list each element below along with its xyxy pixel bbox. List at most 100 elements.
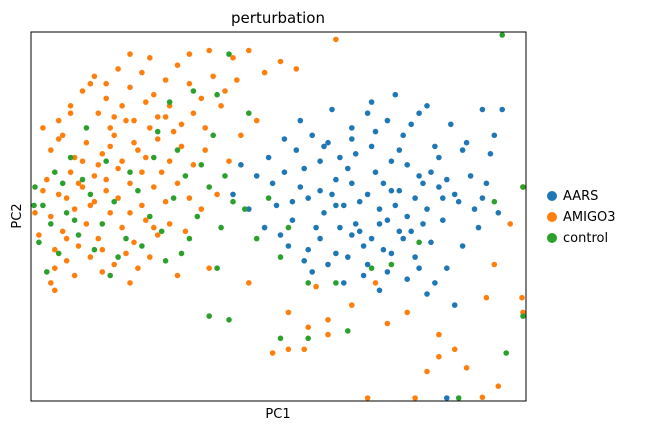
point-control: [36, 239, 42, 246]
point-amigo3: [436, 331, 442, 338]
point-amigo3: [83, 139, 90, 146]
point-control: [31, 202, 37, 209]
point-aars: [384, 269, 391, 275]
point-control: [170, 195, 177, 201]
point-amigo3: [158, 169, 165, 175]
point-control: [32, 184, 38, 190]
point-amigo3: [162, 77, 169, 83]
point-amigo3: [226, 158, 232, 164]
point-amigo3: [71, 272, 78, 279]
point-amigo3: [198, 95, 205, 102]
point-amigo3: [170, 128, 177, 135]
point-control: [52, 169, 58, 175]
point-aars: [436, 184, 442, 190]
point-aars: [356, 198, 363, 205]
point-amigo3: [63, 235, 70, 242]
point-amigo3: [166, 221, 173, 227]
point-aars: [408, 121, 415, 128]
point-amigo3: [48, 280, 54, 286]
point-control: [83, 125, 90, 131]
point-aars: [416, 265, 422, 272]
point-amigo3: [190, 162, 197, 168]
point-control: [182, 173, 189, 179]
point-amigo3: [107, 143, 113, 150]
point-amigo3: [147, 254, 153, 260]
point-control: [194, 213, 201, 220]
point-aars: [368, 235, 375, 242]
point-amigo3: [206, 265, 212, 272]
point-aars: [309, 269, 316, 275]
point-amigo3: [83, 221, 90, 227]
point-aars: [345, 165, 351, 172]
point-control: [40, 202, 46, 209]
point-control: [285, 224, 292, 231]
point-control: [147, 213, 153, 220]
point-amigo3: [285, 346, 292, 353]
point-aars: [329, 191, 335, 198]
point-aars: [281, 136, 288, 142]
point-aars: [349, 232, 355, 238]
point-control: [178, 250, 185, 257]
point-amigo3: [277, 58, 284, 65]
point-aars: [408, 228, 415, 235]
point-amigo3: [246, 280, 252, 286]
point-control: [48, 221, 54, 227]
point-amigo3: [127, 280, 133, 286]
point-aars: [317, 235, 323, 242]
plot-frame: [30, 31, 527, 402]
point-aars: [400, 235, 407, 242]
point-amigo3: [111, 132, 117, 139]
point-aars: [269, 180, 276, 187]
point-amigo3: [186, 195, 193, 201]
point-amigo3: [67, 169, 74, 175]
point-aars: [313, 224, 319, 231]
point-amigo3: [40, 187, 46, 194]
point-aars: [246, 206, 252, 212]
point-amigo3: [131, 117, 137, 124]
point-amigo3: [139, 202, 145, 209]
point-aars: [285, 243, 292, 249]
point-control: [154, 128, 161, 135]
point-control: [277, 335, 284, 342]
point-amigo3: [103, 187, 109, 194]
point-aars: [491, 132, 498, 139]
point-aars: [396, 147, 403, 153]
point-aars: [396, 187, 403, 194]
point-control: [499, 32, 506, 38]
point-amigo3: [87, 202, 94, 209]
point-control: [186, 235, 193, 242]
point-aars: [301, 165, 308, 172]
point-control: [218, 224, 224, 231]
point-control: [174, 147, 181, 153]
point-control: [265, 195, 272, 201]
point-amigo3: [87, 254, 94, 260]
point-amigo3: [139, 69, 145, 76]
point-amigo3: [436, 353, 442, 360]
point-control: [277, 254, 284, 260]
point-aars: [451, 191, 458, 198]
point-aars: [360, 272, 367, 279]
point-amigo3: [115, 165, 121, 172]
point-aars: [455, 198, 462, 205]
point-amigo3: [139, 169, 145, 175]
point-control: [63, 210, 70, 216]
point-aars: [384, 217, 391, 223]
point-control: [198, 162, 205, 168]
point-aars: [380, 246, 387, 253]
point-aars: [317, 158, 323, 164]
point-aars: [273, 202, 280, 209]
point-amigo3: [143, 99, 149, 105]
point-amigo3: [127, 210, 133, 216]
point-amigo3: [162, 114, 169, 120]
point-amigo3: [91, 73, 98, 80]
point-amigo3: [67, 103, 74, 109]
point-amigo3: [95, 235, 102, 242]
point-amigo3: [103, 95, 109, 102]
point-amigo3: [206, 47, 212, 54]
legend: AARS AMIGO3 control: [547, 189, 616, 246]
point-aars: [293, 147, 300, 153]
y-axis-label: PC2: [10, 203, 25, 228]
point-aars: [281, 169, 288, 175]
point-amigo3: [52, 287, 58, 294]
